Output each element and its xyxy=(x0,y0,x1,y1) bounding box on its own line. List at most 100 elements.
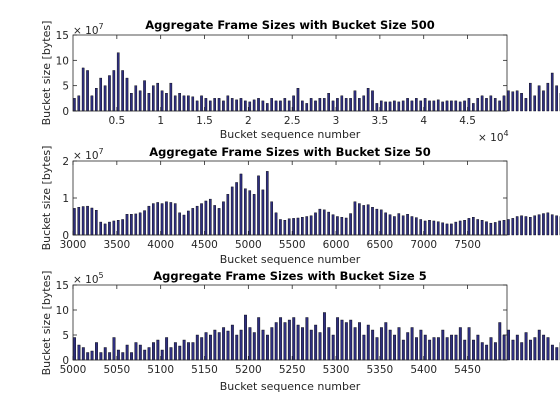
y-axis-multiplier: × 107 xyxy=(73,147,104,162)
bar xyxy=(305,216,309,236)
bar xyxy=(125,214,129,236)
bar xyxy=(362,95,366,112)
bar xyxy=(292,317,296,361)
y-tick-label: 15 xyxy=(56,30,69,42)
bar xyxy=(454,334,458,361)
bar xyxy=(314,100,317,112)
bar xyxy=(336,317,340,361)
bar xyxy=(143,210,146,236)
x-tick-label: 7000 xyxy=(410,239,437,251)
x-axis-label: Bucket sequence number xyxy=(220,253,361,266)
bar xyxy=(493,342,497,361)
bar xyxy=(160,349,164,361)
chart-title: Aggregate Frame Sizes with Bucket Size 5 xyxy=(153,269,426,283)
bar xyxy=(336,216,339,236)
bar xyxy=(542,90,545,112)
bar xyxy=(555,85,558,112)
x-tick-label: 5100 xyxy=(147,364,174,376)
bar xyxy=(86,205,89,236)
bar xyxy=(112,337,116,361)
bar xyxy=(143,80,146,112)
bar xyxy=(95,342,98,361)
subplot-bucket-50: Aggregate Frame Sizes with Bucket Size 5… xyxy=(40,145,560,266)
bar xyxy=(309,329,313,361)
bar xyxy=(134,85,138,112)
bar xyxy=(169,82,173,112)
bar xyxy=(480,219,484,236)
bar xyxy=(542,213,545,236)
bar xyxy=(252,194,256,236)
bar xyxy=(261,189,265,236)
y-axis-label: Bucket size [bytes] xyxy=(40,271,53,376)
bar xyxy=(182,339,186,361)
bar xyxy=(397,327,401,361)
bar xyxy=(134,342,138,361)
y-tick-label: 10 xyxy=(56,55,69,67)
x-tick-label: 3 xyxy=(333,115,340,127)
chart-title: Aggregate Frame Sizes with Bucket Size 5… xyxy=(149,145,430,159)
bar xyxy=(130,352,133,361)
bar xyxy=(555,347,559,361)
bar xyxy=(274,322,278,361)
bar xyxy=(366,87,370,112)
bar xyxy=(441,222,444,236)
bar xyxy=(287,100,291,112)
bar xyxy=(112,220,116,236)
x-tick-label: 4500 xyxy=(191,239,218,251)
bar xyxy=(248,190,252,236)
bar xyxy=(200,337,204,361)
bar xyxy=(388,329,392,361)
x-tick-label: 6000 xyxy=(323,239,350,251)
bar xyxy=(151,85,155,112)
bar xyxy=(204,332,208,361)
bar xyxy=(537,85,541,112)
bar xyxy=(169,347,173,361)
x-tick-label: 4 xyxy=(420,115,427,127)
plot-area-frame xyxy=(72,34,508,112)
bar xyxy=(467,98,471,112)
bar xyxy=(252,332,256,361)
bar xyxy=(270,201,273,236)
bar xyxy=(209,334,212,361)
bar xyxy=(344,322,348,361)
bar xyxy=(410,100,414,112)
bar xyxy=(419,100,423,112)
x-tick-label: 2 xyxy=(245,115,252,127)
bar xyxy=(156,202,160,236)
bar xyxy=(450,223,453,236)
bar xyxy=(160,203,164,236)
bar xyxy=(546,82,550,112)
bar xyxy=(520,93,523,112)
x-tick-label: 3.5 xyxy=(372,115,389,127)
bar xyxy=(463,100,466,112)
bar xyxy=(301,217,304,236)
bar xyxy=(379,327,383,361)
bar xyxy=(165,201,168,236)
bar xyxy=(287,319,291,361)
bar xyxy=(314,324,318,361)
bar xyxy=(108,75,111,112)
bar xyxy=(116,219,120,236)
bar xyxy=(125,77,129,112)
bar xyxy=(213,98,216,112)
bar xyxy=(428,219,431,236)
bar xyxy=(322,312,326,361)
y-axis-multiplier: × 107 xyxy=(73,22,104,37)
bar xyxy=(265,171,269,236)
bar xyxy=(103,223,107,236)
bar xyxy=(331,100,335,112)
bar xyxy=(305,317,309,361)
bar xyxy=(485,221,488,236)
y-tick-label: 2 xyxy=(62,156,69,168)
bar xyxy=(121,219,124,236)
bar xyxy=(515,216,519,236)
bar xyxy=(546,212,550,236)
bar xyxy=(515,90,519,112)
y-axis-label: Bucket size [bytes] xyxy=(40,21,53,126)
y-tick-label: 1 xyxy=(62,193,69,205)
bar xyxy=(99,221,103,236)
bar xyxy=(217,208,221,236)
bar-series xyxy=(73,171,560,236)
axes: 5000 5050 5100 5150 5200 5250 5300 5350 5400 5450… xyxy=(56,280,508,376)
bar xyxy=(467,327,471,361)
